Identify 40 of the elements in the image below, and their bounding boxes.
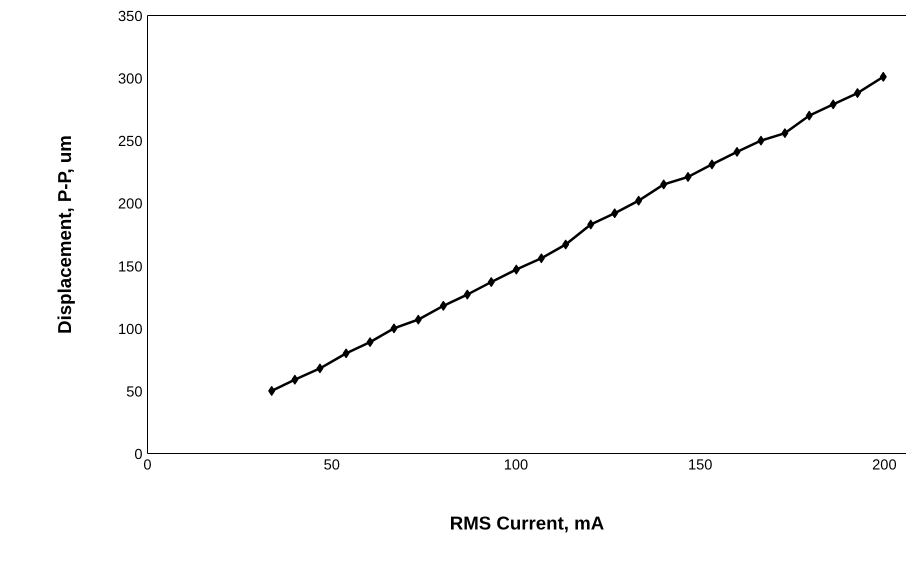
x-axis-title: RMS Current, mA [450,512,604,534]
point [830,99,837,110]
point [414,314,422,325]
y-tick-label: 0 [134,447,143,463]
point [440,300,447,311]
point [806,110,813,121]
point [390,323,398,334]
point [538,253,545,264]
y-tick-label: 150 [118,259,143,276]
point [660,179,668,190]
x-tick-label: 150 [688,458,712,474]
y-tick-label: 250 [118,134,143,150]
y-tick-label: 200 [118,196,143,213]
point [366,337,374,348]
point [757,136,764,146]
point [587,219,594,230]
point [635,196,642,206]
point [880,72,887,82]
point [342,348,350,358]
x-tick-label: 100 [504,458,528,474]
point [291,374,298,385]
point [708,159,716,170]
x-tick-label: 200 [872,458,897,474]
point [562,240,570,250]
point [734,146,741,157]
y-tick-label: 100 [118,322,143,338]
point [512,264,520,275]
y-tick-label: 50 [126,384,143,400]
x-tick-label: 50 [324,458,340,474]
point [611,208,618,218]
point [268,386,276,396]
point [781,128,788,138]
point [684,172,692,182]
point [854,88,861,98]
y-tick-label: 350 [118,9,143,25]
point [464,290,471,300]
point [316,363,324,374]
point [488,277,495,288]
y-axis-title: Displacement, P-P, um [54,135,76,334]
y-tick-label: 300 [118,72,143,88]
